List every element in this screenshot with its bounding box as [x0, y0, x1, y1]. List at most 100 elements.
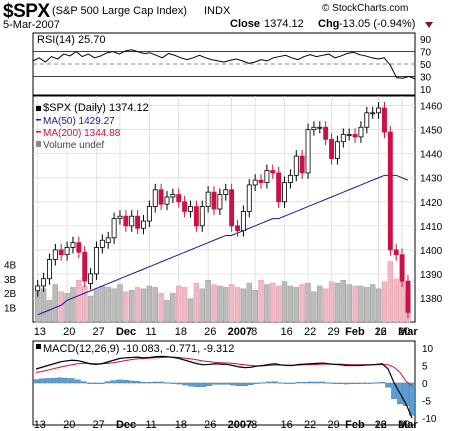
macd-hist-bar — [152, 381, 159, 384]
macd-hist-bar — [343, 382, 350, 385]
rsi-tick-label: 70 — [420, 48, 432, 59]
legend-price: $SPX (Daily) 1374.12 — [43, 102, 149, 114]
volume-bar — [152, 287, 158, 323]
x-tick-label: 26 — [204, 326, 216, 338]
macd-hist-bar — [236, 382, 242, 386]
candle-body — [82, 251, 88, 282]
volume-bar — [393, 278, 399, 323]
candle-body — [164, 196, 170, 205]
volume-bar — [52, 284, 59, 323]
macd-hist-bar — [313, 381, 320, 384]
volume-bar — [40, 288, 47, 323]
x-tick-label: 12 — [375, 326, 387, 338]
macd-hist-bar — [301, 382, 308, 384]
x-tick-label: 26 — [375, 326, 387, 338]
macd-legend-swatch — [36, 344, 41, 349]
macd-hist-bar — [56, 377, 63, 384]
candle-body — [58, 249, 64, 256]
x-tick-label: 20 — [398, 419, 410, 431]
candle-body — [217, 194, 223, 210]
macd-tick-label: -5 — [422, 397, 431, 408]
index-name: (S&P 500 Large Cap Index) — [52, 5, 187, 17]
candle-body — [46, 259, 52, 280]
x-tick-label: 13 — [34, 419, 46, 431]
candle-body — [188, 206, 193, 212]
candle-body — [311, 126, 317, 131]
candle-body — [258, 179, 264, 183]
macd-hist-bar — [104, 381, 111, 384]
macd-hist-bar — [331, 382, 338, 384]
candle-body — [399, 254, 405, 282]
macd-hist-bar — [361, 382, 368, 384]
candle-body — [182, 201, 188, 212]
macd-hist-bar — [182, 382, 189, 386]
candle-body — [270, 170, 276, 174]
volume-bar — [234, 287, 241, 323]
macd-hist-bar — [319, 381, 326, 384]
candle-body — [94, 247, 99, 275]
macd-legend: MACD(12,26,9) -10.083, -0.771, -9.312 — [43, 343, 234, 355]
rsi-line — [32, 49, 416, 80]
legend-volume: Volume undef — [43, 140, 104, 151]
x-tick-label: 2007 — [228, 419, 252, 431]
rsi-tick-label: 90 — [420, 35, 432, 46]
candle-body — [299, 155, 305, 174]
price-tick-label: 1380 — [420, 294, 443, 305]
volume-tick-label: 4B — [4, 260, 17, 271]
candle-body — [158, 189, 164, 205]
candle-body — [211, 191, 217, 210]
legend-ma50: MA(50) 1429.27 — [43, 116, 115, 127]
volume-bar — [369, 284, 376, 323]
close-label: Close — [230, 18, 260, 30]
macd-hist-bar — [307, 381, 314, 384]
macd-hist-bar — [164, 382, 171, 384]
volume-bar — [176, 285, 182, 323]
x-tick-label: 26 — [204, 419, 216, 431]
down-arrow-icon — [425, 22, 433, 28]
candle-body — [135, 215, 141, 229]
x-tick-label: Dec — [116, 326, 136, 338]
x-tick-label: 27 — [92, 419, 104, 431]
volume-bar — [164, 300, 170, 323]
macd-tick-label: -10 — [422, 414, 437, 425]
macd-hist-bar — [62, 377, 69, 384]
x-tick-label: 8 — [251, 326, 257, 338]
rsi-tick-label: 50 — [420, 60, 432, 71]
volume-bar — [293, 287, 300, 323]
macd-hist-bar — [355, 382, 362, 384]
price-tick-label: 1460 — [420, 102, 443, 113]
macd-hist-bar — [271, 381, 278, 384]
volume-bar — [317, 285, 323, 323]
macd-y-axis: 10 5 0 -5 -10 — [422, 344, 437, 425]
macd-tick-label: 5 — [422, 362, 428, 373]
macd-hist-bar — [385, 382, 392, 388]
price-y-axis: 1460 1450 1440 1430 1420 1410 1400 1390 1380 — [420, 102, 443, 305]
candle-body — [323, 126, 329, 140]
x-tick-label: 18 — [175, 419, 187, 431]
candle-body — [193, 206, 199, 227]
x-tick-label: 20 — [398, 326, 410, 338]
macd-tick-label: 10 — [422, 344, 434, 355]
volume-bar — [140, 288, 147, 323]
volume-bar — [193, 282, 200, 323]
macd-hist-bar — [283, 382, 290, 384]
candle-body — [287, 174, 293, 183]
candle-body — [364, 112, 370, 128]
macd-line — [35, 355, 413, 419]
price-tick-label: 1390 — [420, 270, 443, 281]
x-tick-label: 13 — [34, 326, 46, 338]
macd-hist-bar — [242, 382, 248, 386]
candle-body — [276, 172, 282, 203]
candle-body — [35, 285, 41, 292]
candle-body — [317, 126, 323, 129]
volume-bar — [146, 285, 153, 323]
macd-hist-bar — [110, 380, 117, 384]
candle-body — [76, 242, 82, 253]
macd-hist-bar — [194, 382, 201, 388]
legend-swatch-ma50 — [36, 119, 41, 121]
price-tick-label: 1430 — [420, 174, 443, 185]
candle-body — [229, 189, 235, 227]
volume-bar — [199, 288, 205, 323]
